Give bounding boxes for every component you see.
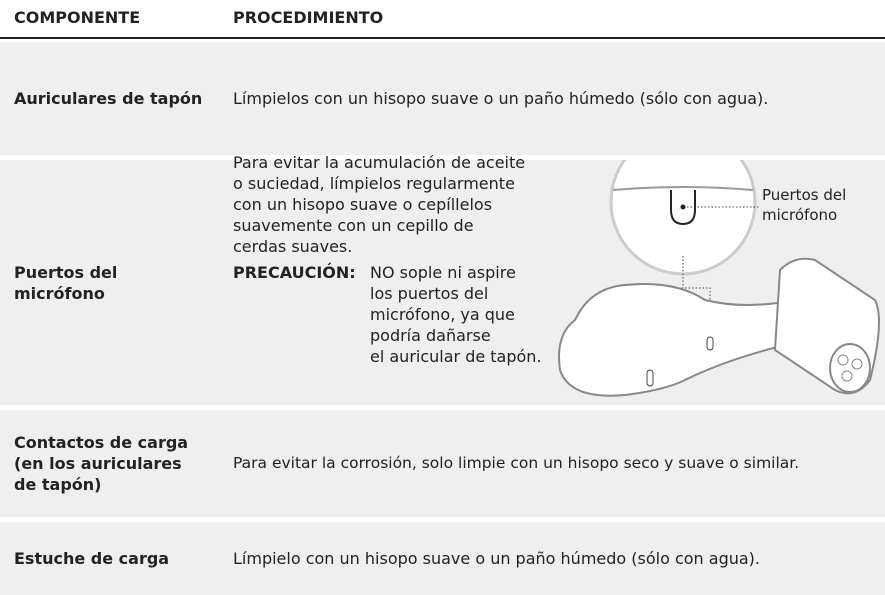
row-bg — [0, 42, 885, 155]
component: Puertos del micrófono — [14, 262, 117, 304]
text-line: de tapón) — [14, 475, 102, 494]
column-header: PROCEDIMIENTO — [233, 8, 384, 27]
caution-text: NO sople ni aspire los puertos del micró… — [370, 262, 542, 367]
text-line: micrófono, ya que — [370, 305, 515, 324]
text-line: con un hisopo suave o cepíllelos — [233, 195, 493, 214]
text-line: el auricular de tapón. — [370, 347, 542, 366]
callout-label: Puertos del micrófono — [762, 185, 846, 225]
port-dot — [680, 204, 686, 210]
text-line: NO sople ni aspire — [370, 263, 516, 282]
contact — [851, 358, 863, 370]
component: Auriculares de tapón — [14, 88, 202, 109]
text-line: los puertos del — [370, 284, 489, 303]
component: Estuche de carga — [14, 548, 169, 569]
text-line: micrófono — [14, 284, 105, 303]
text-line: suavemente con un cepillo de — [233, 216, 474, 235]
row-bg — [0, 410, 885, 517]
earbud-illustration — [558, 160, 880, 397]
mic-port — [646, 369, 654, 387]
text-line: cerdas suaves. — [233, 237, 353, 256]
header-rule — [0, 37, 885, 39]
earbud-edge — [612, 186, 754, 191]
text-line: micrófono — [762, 206, 838, 224]
procedure: Límpielos con un hisopo suave o un paño … — [233, 89, 769, 108]
mic-port — [706, 336, 714, 351]
earbud-body — [558, 283, 797, 397]
text-line: Puertos del — [14, 263, 118, 282]
text-line: podría dañarse — [370, 326, 491, 345]
component: Contactos de carga (en los auriculares de … — [14, 432, 188, 495]
procedure: Para evitar la corrosión, solo limpie co… — [233, 454, 800, 472]
text-line: Para evitar la acumulación de aceite — [233, 153, 526, 172]
text-line: o suciedad, límpielos regularmente — [233, 174, 515, 193]
text-line: Contactos de carga — [14, 433, 189, 452]
procedure: Límpielo con un hisopo suave o un paño h… — [233, 549, 761, 568]
text-line: Auriculares de tapón — [14, 89, 203, 108]
row-bg — [0, 522, 885, 595]
contact — [841, 370, 853, 382]
charge-face — [829, 343, 871, 393]
text-line: Estuche de carga — [14, 549, 170, 568]
text-line: (en los auriculares — [14, 454, 182, 473]
procedure-text: Para evitar la acumulación de aceite o s… — [233, 152, 525, 257]
column-header: COMPONENTE — [14, 8, 141, 27]
caution-label: PRECAUCIÓN: — [233, 263, 356, 282]
contact — [837, 354, 849, 366]
text-line: Puertos del — [762, 186, 847, 204]
